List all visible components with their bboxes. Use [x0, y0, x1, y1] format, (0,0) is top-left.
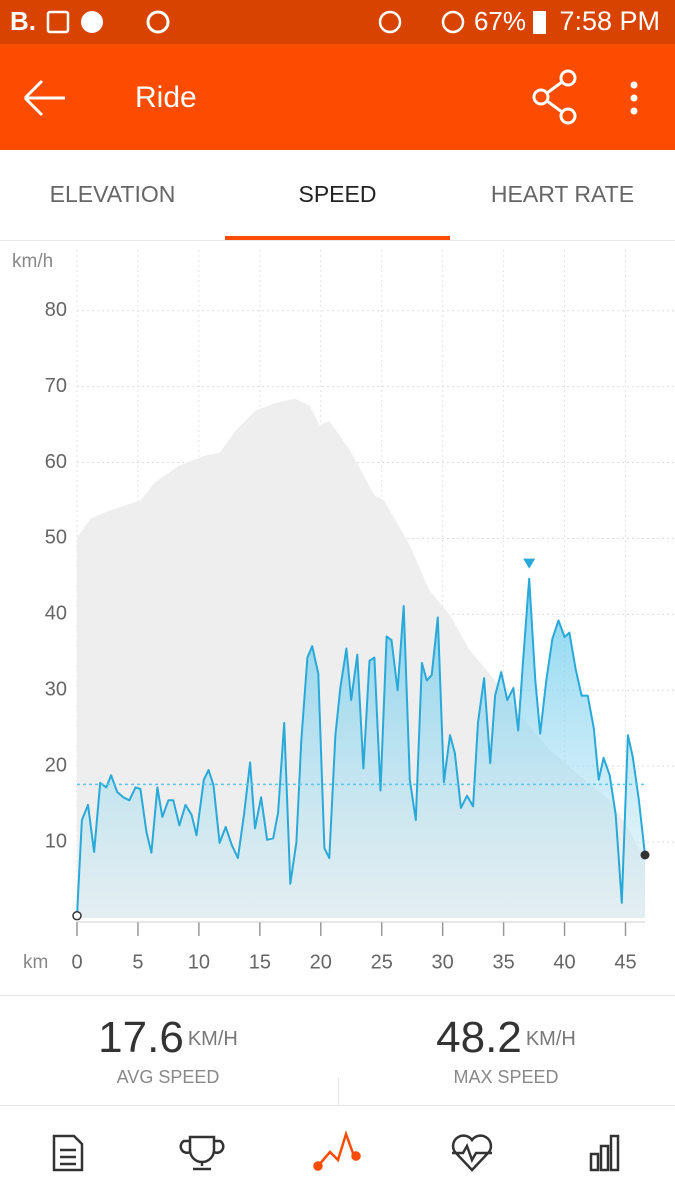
status-icon — [81, 11, 103, 33]
time: 7:58 PM — [559, 6, 660, 36]
y-axis-label: km/h — [12, 251, 53, 272]
status-bar — [0, 0, 675, 44]
divider — [0, 240, 675, 241]
status-icon — [46, 10, 70, 34]
y-tick-label: 20 — [45, 754, 67, 776]
y-tick-label: 80 — [45, 299, 67, 321]
stat-unit: KM/H — [188, 1028, 238, 1050]
y-tick-label: 30 — [45, 679, 67, 701]
battery: 67% — [474, 6, 526, 36]
back-button[interactable] — [23, 79, 65, 117]
x-tick-label: 20 — [310, 951, 332, 973]
nav-stats[interactable] — [589, 1134, 620, 1172]
divider — [0, 995, 675, 996]
stat-value: 48.2 KM/H — [436, 1013, 576, 1062]
divider — [338, 1078, 339, 1105]
stat-label: MAX SPEED — [453, 1067, 558, 1087]
nav-heart-rate[interactable] — [451, 1134, 493, 1172]
start-point — [72, 910, 82, 921]
menu-button[interactable] — [630, 81, 638, 115]
app-bar — [0, 44, 675, 150]
carrier: B. — [10, 6, 36, 36]
stat-label: AVG SPEED — [117, 1067, 220, 1087]
tab-indicator — [225, 236, 450, 240]
tab[interactable]: SPEED — [299, 181, 377, 207]
y-tick-label: 40 — [45, 603, 67, 625]
y-tick-label: 50 — [45, 527, 67, 549]
nav-achievements[interactable] — [179, 1135, 225, 1171]
share-button[interactable] — [532, 69, 577, 125]
stat-number: 48.2 — [436, 1013, 522, 1062]
stat-unit: KM/H — [526, 1028, 576, 1050]
y-tick-label: 10 — [45, 830, 67, 852]
tab[interactable]: ELEVATION — [50, 181, 176, 207]
bottom-nav — [52, 1130, 620, 1172]
nav-analysis[interactable] — [313, 1130, 361, 1171]
end-point — [640, 850, 650, 860]
status-icon — [146, 10, 170, 34]
status-icon — [441, 10, 465, 34]
y-tick-label: 70 — [45, 375, 67, 397]
x-tick-label: 25 — [371, 951, 393, 973]
x-tick-label: 0 — [71, 951, 82, 973]
x-tick-label: 30 — [432, 951, 454, 973]
tab[interactable]: HEART RATE — [491, 181, 634, 207]
status-icon — [378, 10, 402, 34]
x-tick-label: 35 — [492, 951, 514, 973]
max-marker — [523, 558, 536, 569]
x-tick-label: 10 — [188, 951, 210, 973]
speed-area — [77, 578, 645, 918]
x-tick-label: 40 — [553, 951, 575, 973]
y-tick-label: 60 — [45, 451, 67, 473]
x-axis-label: km — [23, 952, 48, 973]
x-tick-label: 5 — [132, 951, 143, 973]
nav-summary[interactable] — [52, 1134, 84, 1172]
divider — [0, 1105, 675, 1106]
stat-number: 17.6 — [98, 1013, 184, 1062]
x-tick-label: 15 — [249, 951, 271, 973]
speed-line — [76, 577, 646, 916]
battery-icon — [533, 11, 546, 34]
app-title: Ride — [135, 81, 197, 114]
x-tick-label: 45 — [614, 951, 636, 973]
stat-value: 17.6 KM/H — [98, 1013, 238, 1062]
